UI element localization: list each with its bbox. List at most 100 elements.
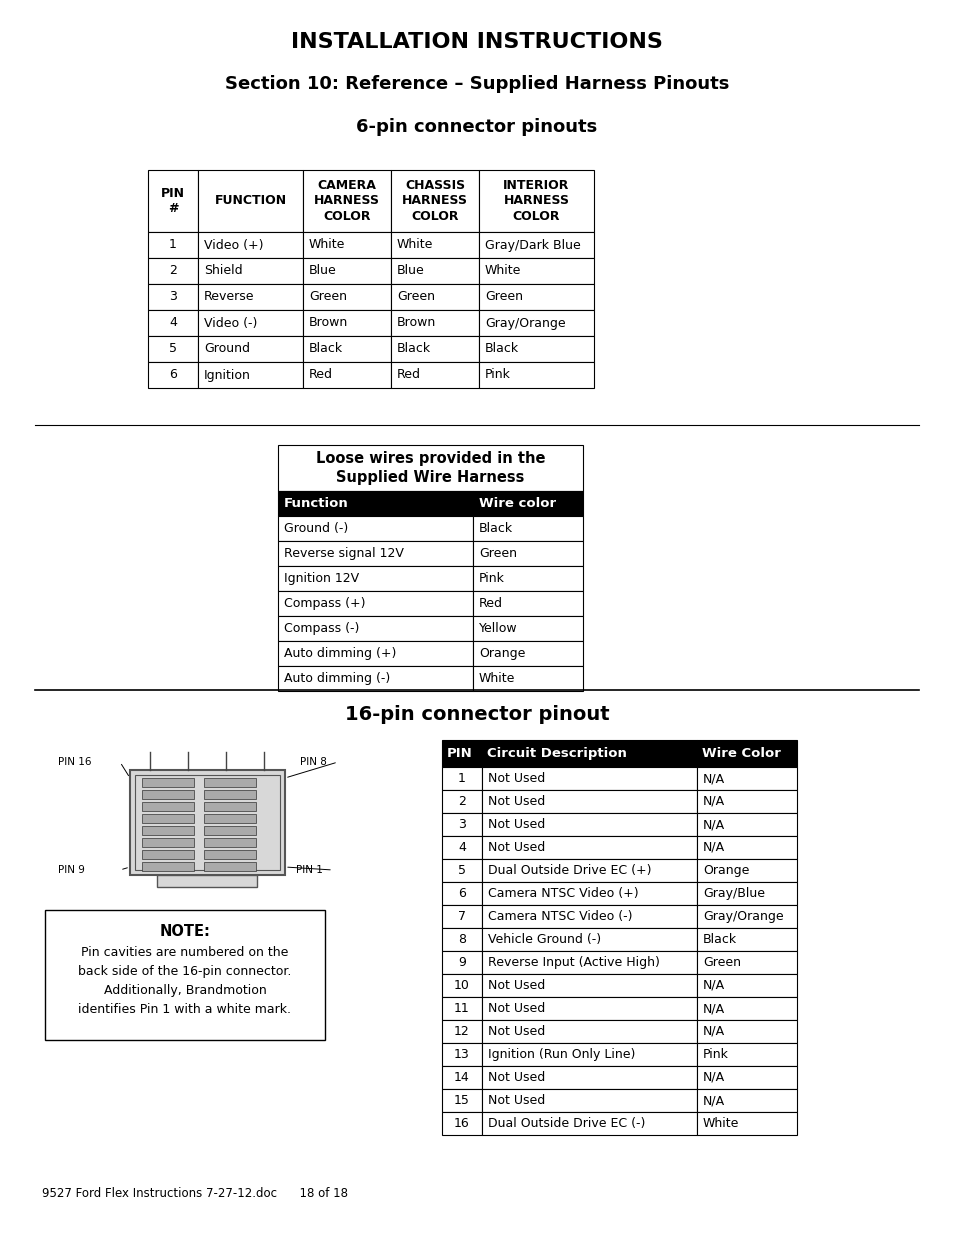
Bar bbox=[473, 641, 582, 666]
Bar bbox=[697, 1112, 796, 1135]
Text: 15: 15 bbox=[454, 1094, 470, 1107]
Text: Orange: Orange bbox=[478, 647, 525, 659]
Bar bbox=[481, 974, 697, 997]
Text: N/A: N/A bbox=[702, 818, 724, 831]
Bar bbox=[697, 1089, 796, 1112]
Text: Not Used: Not Used bbox=[488, 772, 545, 785]
Bar bbox=[481, 836, 697, 860]
Bar bbox=[303, 362, 391, 388]
Bar bbox=[277, 666, 473, 692]
Bar bbox=[142, 790, 193, 799]
Bar bbox=[478, 336, 594, 362]
Bar bbox=[198, 362, 303, 388]
Text: Function: Function bbox=[284, 496, 349, 510]
Bar bbox=[478, 310, 594, 336]
Bar bbox=[148, 336, 198, 362]
Bar bbox=[697, 1066, 796, 1089]
Bar bbox=[697, 740, 796, 767]
Text: Black: Black bbox=[309, 342, 343, 356]
Text: Not Used: Not Used bbox=[488, 979, 545, 992]
Bar bbox=[481, 997, 697, 1020]
Bar bbox=[148, 170, 198, 232]
Text: 12: 12 bbox=[454, 1025, 470, 1037]
Bar bbox=[204, 802, 255, 811]
Bar bbox=[391, 310, 478, 336]
Text: Brown: Brown bbox=[396, 316, 436, 330]
Bar bbox=[303, 232, 391, 258]
Bar bbox=[478, 284, 594, 310]
Text: Gray/Blue: Gray/Blue bbox=[702, 887, 764, 900]
Bar bbox=[135, 776, 280, 869]
Bar bbox=[697, 790, 796, 813]
Bar bbox=[142, 802, 193, 811]
Bar bbox=[142, 826, 193, 835]
Bar bbox=[391, 170, 478, 232]
Bar bbox=[303, 284, 391, 310]
Text: Section 10: Reference – Supplied Harness Pinouts: Section 10: Reference – Supplied Harness… bbox=[225, 75, 728, 93]
Text: 16: 16 bbox=[454, 1116, 470, 1130]
Text: NOTE:: NOTE: bbox=[159, 924, 211, 939]
Bar bbox=[391, 258, 478, 284]
Text: Blue: Blue bbox=[396, 264, 424, 278]
Bar bbox=[303, 310, 391, 336]
Bar bbox=[277, 641, 473, 666]
Text: N/A: N/A bbox=[702, 1094, 724, 1107]
Bar bbox=[391, 336, 478, 362]
Text: PIN 1: PIN 1 bbox=[295, 864, 322, 876]
Text: Red: Red bbox=[478, 597, 502, 610]
Text: 14: 14 bbox=[454, 1071, 470, 1084]
Bar bbox=[441, 1020, 481, 1044]
Bar bbox=[478, 362, 594, 388]
Text: PIN 9: PIN 9 bbox=[58, 864, 85, 876]
Text: Compass (+): Compass (+) bbox=[284, 597, 365, 610]
Text: CAMERA
HARNESS
COLOR: CAMERA HARNESS COLOR bbox=[314, 179, 379, 224]
Text: N/A: N/A bbox=[702, 795, 724, 808]
Text: Black: Black bbox=[702, 932, 737, 946]
Text: Dual Outside Drive EC (-): Dual Outside Drive EC (-) bbox=[488, 1116, 644, 1130]
Bar bbox=[198, 170, 303, 232]
Text: Circuit Description: Circuit Description bbox=[486, 747, 626, 760]
Bar bbox=[441, 813, 481, 836]
Bar bbox=[204, 778, 255, 787]
Text: Not Used: Not Used bbox=[488, 1002, 545, 1015]
Text: Gray/Orange: Gray/Orange bbox=[484, 316, 565, 330]
Bar bbox=[481, 1089, 697, 1112]
Text: 11: 11 bbox=[454, 1002, 470, 1015]
Text: Pink: Pink bbox=[702, 1049, 728, 1061]
Text: Video (+): Video (+) bbox=[204, 238, 263, 252]
Text: Orange: Orange bbox=[702, 864, 749, 877]
Bar bbox=[473, 566, 582, 592]
Bar bbox=[441, 740, 481, 767]
Bar bbox=[473, 616, 582, 641]
Text: Ignition (Run Only Line): Ignition (Run Only Line) bbox=[488, 1049, 635, 1061]
Text: White: White bbox=[478, 672, 515, 685]
Text: Loose wires provided in the
Supplied Wire Harness: Loose wires provided in the Supplied Wir… bbox=[315, 451, 545, 485]
Bar bbox=[198, 232, 303, 258]
Bar bbox=[481, 1044, 697, 1066]
Bar bbox=[277, 566, 473, 592]
Bar bbox=[481, 813, 697, 836]
Bar bbox=[697, 951, 796, 974]
Bar bbox=[277, 592, 473, 616]
Bar bbox=[142, 778, 193, 787]
Text: Video (-): Video (-) bbox=[204, 316, 257, 330]
Text: Not Used: Not Used bbox=[488, 1071, 545, 1084]
Bar bbox=[142, 814, 193, 823]
Text: PIN 16: PIN 16 bbox=[58, 757, 91, 767]
Text: 10: 10 bbox=[454, 979, 470, 992]
Bar bbox=[697, 860, 796, 882]
Bar bbox=[277, 541, 473, 566]
Bar bbox=[697, 927, 796, 951]
Text: N/A: N/A bbox=[702, 841, 724, 853]
Text: Reverse signal 12V: Reverse signal 12V bbox=[284, 547, 403, 559]
Bar bbox=[198, 284, 303, 310]
Bar bbox=[198, 258, 303, 284]
Text: Pink: Pink bbox=[484, 368, 511, 382]
Bar bbox=[478, 258, 594, 284]
Text: Green: Green bbox=[484, 290, 522, 304]
Text: 16-pin connector pinout: 16-pin connector pinout bbox=[344, 705, 609, 724]
Bar bbox=[45, 910, 325, 1040]
Bar bbox=[697, 905, 796, 927]
Text: 13: 13 bbox=[454, 1049, 470, 1061]
Text: Not Used: Not Used bbox=[488, 1094, 545, 1107]
